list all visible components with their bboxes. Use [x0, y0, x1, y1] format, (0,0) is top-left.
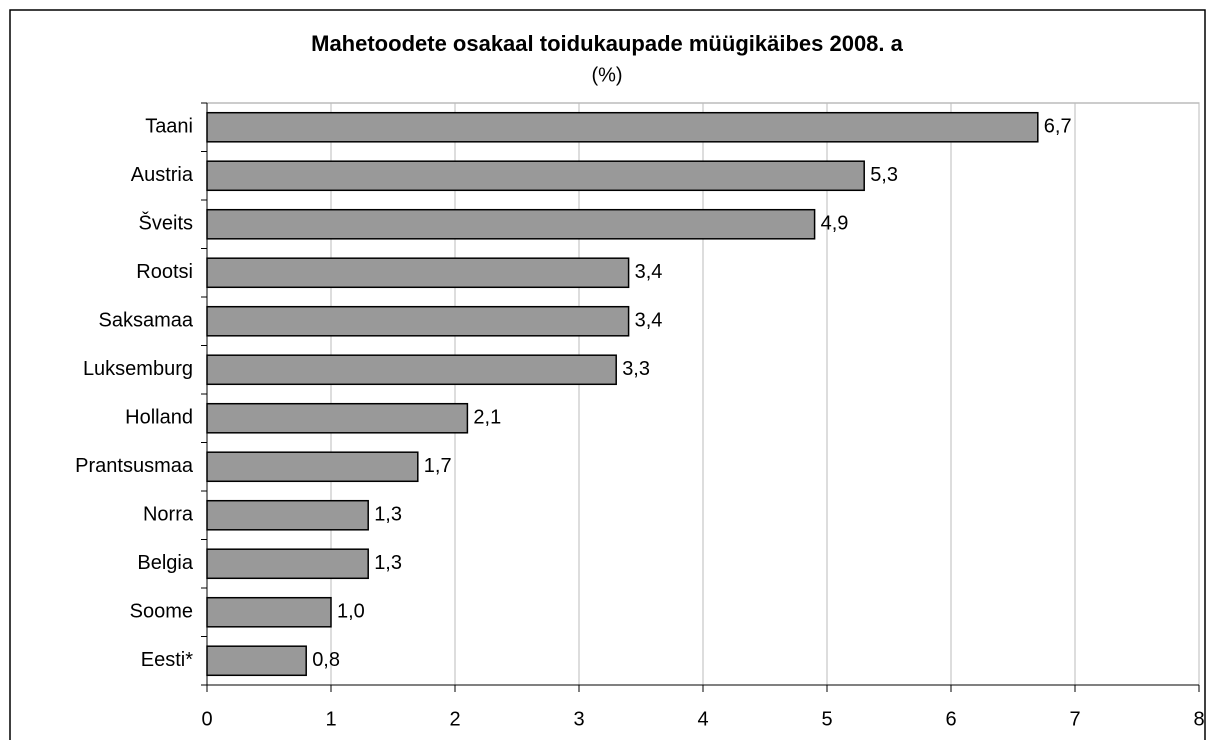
x-tick-label: 2	[449, 708, 460, 730]
value-label: 4,9	[821, 213, 849, 235]
value-label: 1,3	[374, 504, 402, 526]
bar	[206, 499, 369, 531]
y-tick-label: Austria	[131, 164, 194, 186]
x-tick-label: 0	[201, 708, 212, 730]
value-label: 6,7	[1044, 116, 1072, 138]
bar	[206, 645, 307, 677]
chart-title: Mahetoodete osakaal toidukaupade müügikä…	[311, 31, 904, 56]
value-label: 1,7	[424, 455, 452, 477]
y-tick-label: Šveits	[139, 212, 193, 235]
y-tick-label: Taani	[145, 116, 193, 138]
bar	[206, 257, 630, 289]
y-tick-label: Eesti*	[141, 649, 193, 671]
bar	[206, 548, 369, 580]
value-label: 5,3	[870, 164, 898, 186]
y-tick-label: Saksamaa	[99, 310, 194, 332]
y-tick-label: Norra	[143, 504, 194, 526]
value-label: 1,0	[337, 601, 365, 623]
bar	[206, 451, 419, 483]
bar	[206, 160, 865, 192]
y-tick-label: Rootsi	[136, 261, 193, 283]
bar	[206, 208, 816, 240]
y-tick-label: Soome	[130, 601, 193, 623]
value-label: 3,4	[635, 261, 663, 283]
bar	[206, 111, 1039, 143]
value-label: 2,1	[473, 407, 501, 429]
bar	[206, 354, 617, 386]
x-tick-label: 4	[697, 708, 708, 730]
value-label: 3,3	[622, 358, 650, 380]
x-tick-label: 5	[821, 708, 832, 730]
y-tick-label: Prantsusmaa	[75, 455, 194, 477]
y-tick-label: Belgia	[137, 552, 193, 574]
y-tick-label: Holland	[125, 407, 193, 429]
x-tick-label: 8	[1193, 708, 1204, 730]
x-tick-label: 1	[325, 708, 336, 730]
bar	[206, 596, 332, 628]
bar	[206, 402, 469, 434]
y-tick-label: Luksemburg	[83, 358, 193, 380]
x-tick-label: 6	[945, 708, 956, 730]
value-label: 1,3	[374, 552, 402, 574]
value-label: 0,8	[312, 649, 340, 671]
x-tick-label: 7	[1069, 708, 1080, 730]
value-label: 3,4	[635, 310, 663, 332]
chart-subtitle: (%)	[591, 64, 622, 86]
bar	[206, 305, 630, 337]
x-tick-label: 3	[573, 708, 584, 730]
